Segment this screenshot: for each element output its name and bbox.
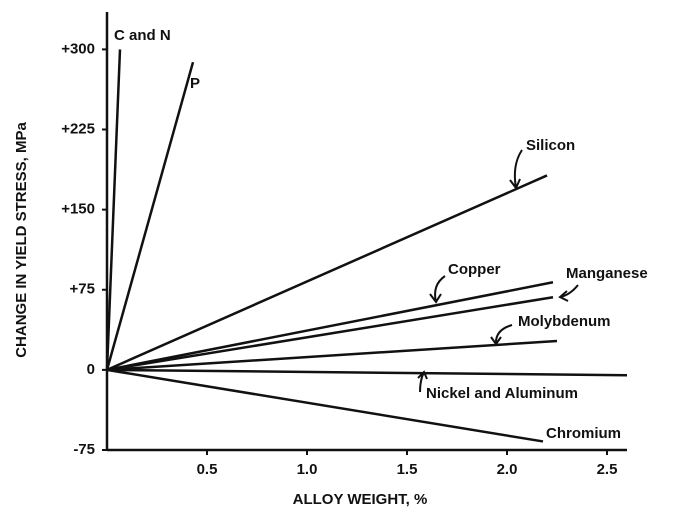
x-tick-label: 1.5 [397, 461, 418, 478]
molybdenum-arrow [490, 324, 513, 346]
series-label: Nickel and Aluminum [426, 385, 578, 402]
silicon-arrow [509, 149, 523, 190]
copper-arrow [429, 275, 446, 304]
series-line [106, 339, 558, 372]
x-tick-label: 2.0 [497, 461, 518, 478]
series-line [106, 368, 544, 443]
series-line [105, 61, 195, 371]
series-label: Chromium [546, 425, 621, 442]
y-tick-label: -75 [73, 441, 95, 458]
series-label: Manganese [566, 265, 648, 282]
y-axis-label: CHANGE IN YIELD STRESS, MPa [13, 122, 30, 358]
y-tick-label: +75 [70, 281, 95, 298]
series-line [106, 281, 554, 372]
y-tick-label: 0 [87, 361, 95, 378]
series-label: C and N [114, 27, 171, 44]
series-line [106, 174, 548, 372]
x-tick-label: 2.5 [597, 461, 618, 478]
series-label: Copper [448, 261, 501, 278]
series-label: Molybdenum [518, 313, 611, 330]
x-axis-label: ALLOY WEIGHT, % [293, 491, 428, 508]
series-label: P [190, 75, 200, 92]
x-tick-label: 0.5 [197, 461, 218, 478]
series-line [106, 368, 628, 377]
y-tick-label: +300 [61, 40, 95, 57]
series-label: Silicon [526, 137, 575, 154]
y-tick-label: +225 [61, 120, 95, 137]
x-tick-label: 1.0 [297, 461, 318, 478]
manganese-arrow [558, 284, 579, 302]
y-tick-label: +150 [61, 201, 95, 218]
series-line [106, 296, 554, 372]
series-line [105, 49, 122, 370]
